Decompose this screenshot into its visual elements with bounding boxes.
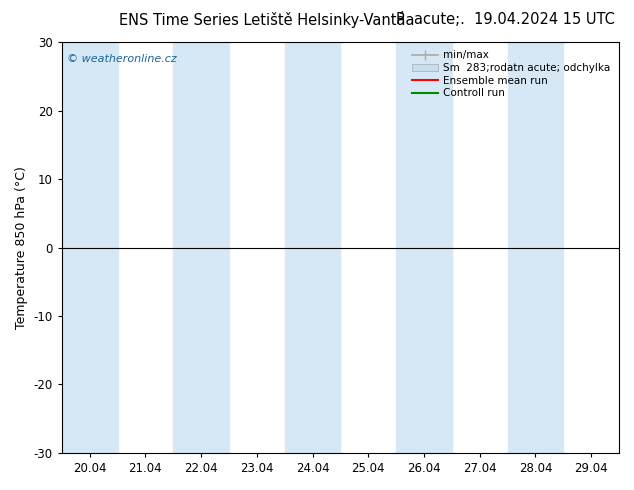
Text: ENS Time Series Letiště Helsinky-Vantaa: ENS Time Series Letiště Helsinky-Vantaa xyxy=(119,12,414,28)
Bar xyxy=(173,42,229,453)
Bar xyxy=(285,42,340,453)
Text: © weatheronline.cz: © weatheronline.cz xyxy=(67,54,177,64)
Legend: min/max, Sm  283;rodatn acute; odchylka, Ensemble mean run, Controll run: min/max, Sm 283;rodatn acute; odchylka, … xyxy=(409,47,614,101)
Bar xyxy=(396,42,452,453)
Bar xyxy=(508,42,563,453)
Bar xyxy=(62,42,117,453)
Text: Ṕ  acute;.  19.04.2024 15 UTC: Ṕ acute;. 19.04.2024 15 UTC xyxy=(396,12,615,27)
Y-axis label: Temperature 850 hPa (°C): Temperature 850 hPa (°C) xyxy=(15,166,28,329)
